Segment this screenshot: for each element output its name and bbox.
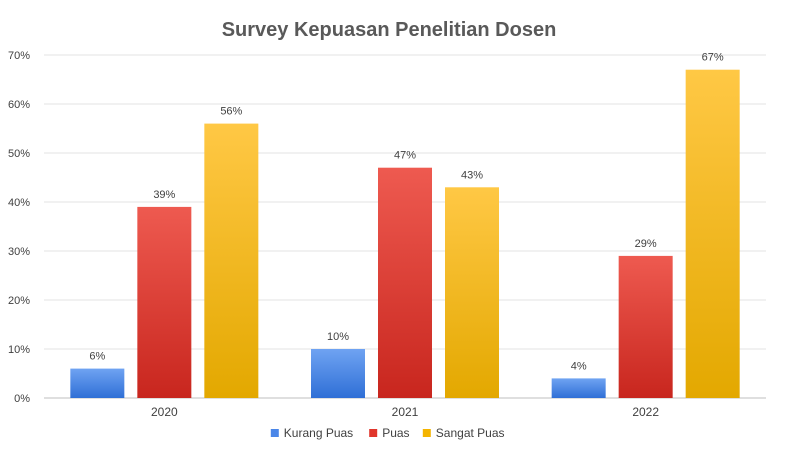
y-tick-label: 30% [8,246,30,258]
y-axis-ticks: 0% 10% 20% 30% 40% 50% 60% 70% [8,50,30,405]
x-axis-categories: 2020 2021 2022 [151,405,659,419]
data-label: 6% [89,351,105,363]
y-tick-label: 60% [8,99,30,111]
bar-kurang-puas-2022 [551,378,606,398]
bar-puas-2022 [618,255,673,398]
x-category-label: 2022 [632,405,659,419]
data-label: 67% [702,52,724,64]
bars [70,69,740,398]
bar-kurang-puas-2020 [70,368,125,398]
x-category-label: 2021 [392,405,419,419]
bar-kurang-puas-2021 [311,349,365,398]
chart-title: Survey Kepuasan Penelitian Dosen [222,19,557,41]
legend-label: Puas [382,426,409,440]
y-tick-label: 50% [8,148,30,160]
data-label: 43% [461,169,483,181]
y-tick-label: 0% [14,393,30,405]
y-tick-label: 40% [8,197,30,209]
data-label: 39% [153,189,175,201]
legend-label: Kurang Puas [284,426,353,440]
bar-sangat-puas-2021 [445,187,499,398]
data-labels: 6% 39% 56% 10% 47% 43% 4% 29% 67% [89,52,724,373]
legend-swatch [369,429,378,437]
bar-sangat-puas-2022 [685,69,740,398]
data-label: 29% [635,238,657,250]
legend-swatch [422,429,431,437]
y-tick-label: 20% [8,295,30,307]
data-label: 47% [394,150,416,162]
legend-swatch [270,429,279,437]
data-label: 10% [327,331,349,343]
x-category-label: 2020 [151,405,178,419]
bar-sangat-puas-2020 [204,123,259,398]
legend-label: Sangat Puas [436,426,505,440]
data-label: 4% [571,360,587,372]
y-tick-label: 10% [8,344,30,356]
bar-puas-2021 [378,167,432,398]
data-label: 56% [220,106,242,118]
legend: Kurang Puas Puas Sangat Puas [270,426,505,440]
y-tick-label: 70% [8,50,30,62]
bar-puas-2020 [137,206,192,398]
